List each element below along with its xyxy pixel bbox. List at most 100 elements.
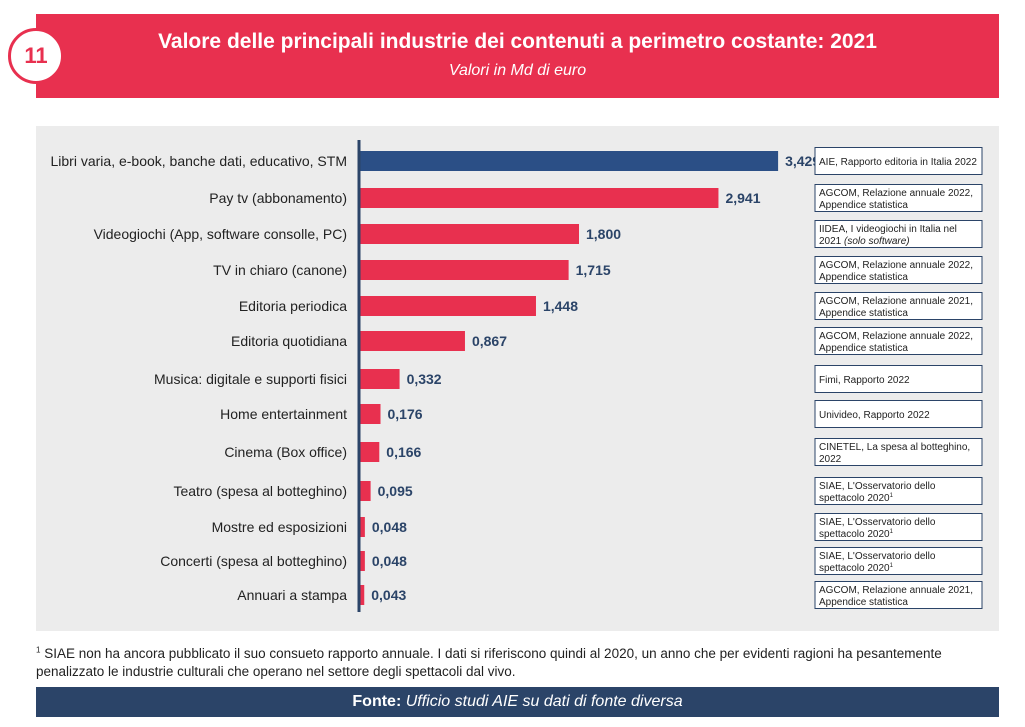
value-label: 0,176 [388,406,423,422]
value-label: 2,941 [725,190,760,206]
bar [359,224,579,244]
source-text: SIAE, L'Osservatorio dello [819,481,936,492]
value-label: 0,048 [372,553,407,569]
category-label: TV in chiaro (canone) [213,262,347,278]
bar [359,517,365,537]
source-box-frame [814,327,983,355]
chart-subtitle: Valori in Md di euro [448,62,587,79]
category-label: Editoria quotidiana [231,333,347,349]
category-label: Musica: digitale e supporti fisici [154,371,347,387]
bar [359,331,465,351]
source-box-frame [814,184,983,212]
source-box-frame [814,477,983,505]
source-box-frame [814,256,983,284]
source-text-line2: Appendice statistica [819,272,908,283]
bar [359,151,779,171]
footnote: 1 SIAE non ha ancora pubblicato il suo c… [36,645,1006,681]
source-box: AGCOM, Relazione annuale 2022,Appendice … [814,327,983,355]
category-label: Teatro (spesa al botteghino) [173,483,347,499]
chart-title: Valore delle principali industrie dei co… [158,30,877,53]
source-text-part: Appendice statistica [819,597,908,608]
source-box-frame [814,581,983,609]
value-label: 1,448 [543,298,578,314]
source-box-frame [814,400,983,428]
category-label: Concerti (spesa al botteghino) [160,553,347,569]
value-label: 0,166 [386,444,421,460]
source-box-frame [814,147,983,175]
value-label: 1,715 [576,262,611,278]
category-label: Libri varia, e-book, banche dati, educat… [51,153,348,169]
source-text-part: spettacolo 2020 [819,563,890,574]
source-text: AGCOM, Relazione annuale 2022, [819,331,973,342]
chart-number-badge: 11 [8,28,64,84]
source-box-frame [814,365,983,393]
category-label: Videogiochi (App, software consolle, PC) [94,226,347,242]
source-text-part: spettacolo 2020 [819,493,890,504]
source-box-frame [814,220,983,248]
bar [359,551,365,571]
source-text: SIAE, L'Osservatorio dello [819,551,936,562]
source-text-part: 2022 [819,454,842,465]
source-text-part: Appendice statistica [819,200,908,211]
source-text: Univideo, Rapporto 2022 [819,410,930,421]
category-label: Cinema (Box office) [224,444,347,460]
source-text: AGCOM, Relazione annuale 2022, [819,260,973,271]
bar [359,585,365,605]
value-label: 0,095 [378,483,413,499]
source-text-line2: spettacolo 20201 [819,563,894,574]
chart-panel: Libri varia, e-book, banche dati, educat… [36,126,999,631]
category-label: Mostre ed esposizioni [212,519,347,535]
source-box: AGCOM, Relazione annuale 2021,Appendice … [814,581,983,609]
source-text-line2: 2021 (solo software) [819,236,910,247]
source-text-line2: Appendice statistica [819,597,908,608]
source-text-line2: spettacolo 20201 [819,493,894,504]
bar [359,369,400,389]
source-text-part: Appendice statistica [819,308,908,319]
bar-chart: Libri varia, e-book, banche dati, educat… [51,140,983,612]
bar [359,260,569,280]
source-text-part: Appendice statistica [819,272,908,283]
value-label: 0,043 [371,587,406,603]
source-text: IIDEA, I videogiochi in Italia nel [819,224,957,235]
source-footnote-marker: 1 [890,493,894,499]
category-label: Home entertainment [220,406,347,422]
bar [359,404,381,424]
source-text-line2: Appendice statistica [819,343,908,354]
source-box: AGCOM, Relazione annuale 2021,Appendice … [814,292,983,320]
footer-source: Ufficio studi AIE su dati di fonte diver… [405,693,683,710]
source-box-frame [814,513,983,541]
header-band [36,14,999,98]
source-text-line2: Appendice statistica [819,200,908,211]
value-label: 1,800 [586,226,621,242]
bar [359,481,371,501]
bar [359,442,380,462]
category-label: Editoria periodica [239,298,347,314]
source-text: AGCOM, Relazione annuale 2021, [819,585,973,596]
source-text: AIE, Rapporto editoria in Italia 2022 [819,157,977,168]
source-box: AIE, Rapporto editoria in Italia 2022 [814,147,983,175]
source-box-frame [814,438,983,466]
source-box-frame [814,292,983,320]
source-text-line2: 2022 [819,454,842,465]
value-label: 0,332 [407,371,442,387]
footnote-marker: 1 [36,645,41,655]
source-text-part: 2021 [819,236,844,247]
source-text-italic: (solo software) [844,236,910,247]
source-text: AGCOM, Relazione annuale 2021, [819,296,973,307]
source-text: CINETEL, La spesa al botteghino, [819,442,970,453]
source-box-frame [814,547,983,575]
source-box: AGCOM, Relazione annuale 2022,Appendice … [814,184,983,212]
footnote-text: SIAE non ha ancora pubblicato il suo con… [36,646,942,679]
source-box: CINETEL, La spesa al botteghino,2022 [814,438,983,466]
source-text-line2: Appendice statistica [819,308,908,319]
source-box: Fimi, Rapporto 2022 [814,365,983,393]
source-text: Fimi, Rapporto 2022 [819,375,910,386]
source-box: Univideo, Rapporto 2022 [814,400,983,428]
value-label: 3,429 [785,153,820,169]
source-footnote-marker: 1 [890,529,894,535]
category-label: Annuari a stampa [237,587,347,603]
